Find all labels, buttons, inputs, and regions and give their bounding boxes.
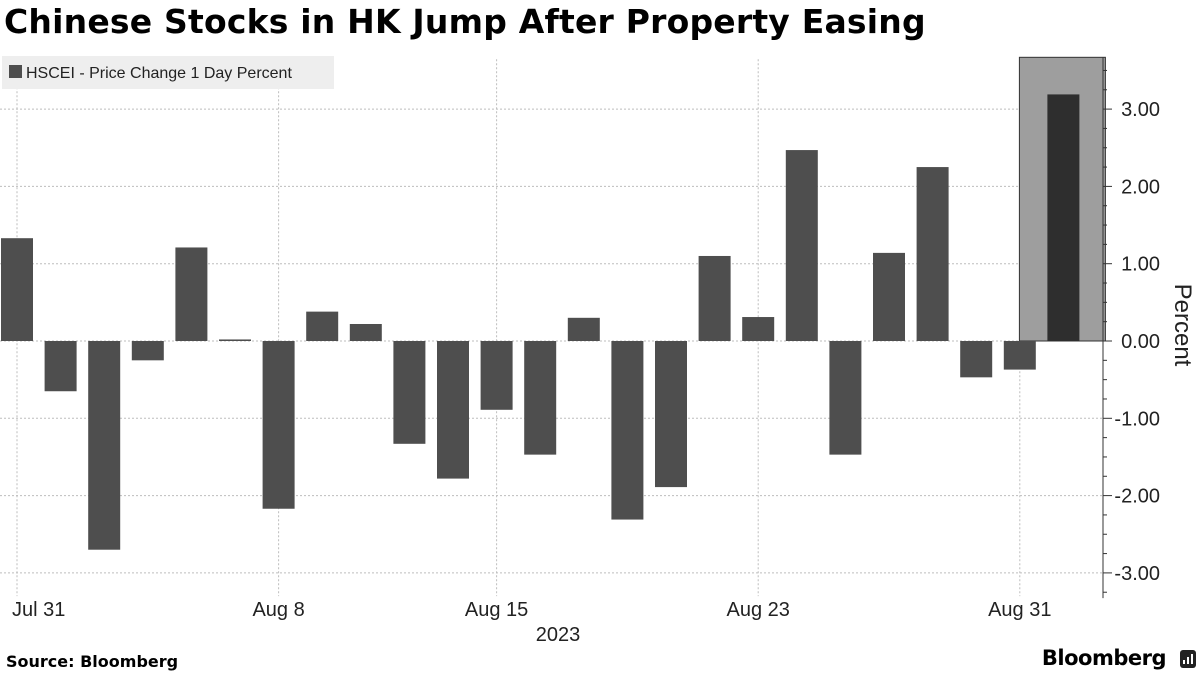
chart-title: Chinese Stocks in HK Jump After Property… [4,2,926,41]
x-axis-year-label: 2023 [536,624,581,646]
bar [393,341,426,444]
bar [524,341,557,455]
y-tick-label: 0.00 [1121,331,1160,353]
x-tick-label: Aug 8 [252,599,304,621]
bar [655,341,687,488]
x-axis: Jul 31 Aug 8 Aug 15 Aug 23 Aug 31 [12,599,1051,621]
x-tick-label: Aug 23 [727,599,790,621]
legend: HSCEI - Price Change 1 Day Percent [2,56,334,89]
y-tick-label: 2.00 [1121,176,1160,198]
bar [480,341,513,410]
bar [829,341,862,455]
legend-label: HSCEI - Price Change 1 Day Percent [26,65,292,82]
bar [960,341,993,378]
bar [698,255,731,341]
bar [219,339,251,341]
y-tick-label: 1.00 [1121,254,1160,276]
bar [131,341,164,361]
bar [44,341,77,392]
bar [349,323,382,341]
x-tick-label: Aug 31 [988,599,1051,621]
y-tick-label: 3.00 [1121,99,1160,121]
bar [916,167,949,341]
bar-highlight [1047,94,1080,342]
legend-background [2,56,334,89]
bar [437,341,469,479]
bar [873,252,905,341]
x-tick-label: Jul 31 [12,599,65,621]
bar [88,341,121,550]
bar [306,311,339,341]
bar [611,341,644,520]
y-tick-label: -2.00 [1114,486,1160,508]
y-tick-label: -3.00 [1114,563,1160,585]
source-note: Source: Bloomberg [6,652,179,671]
bar [1003,341,1036,370]
bar [567,317,600,341]
x-tick-label: Aug 15 [465,599,528,621]
bar [742,317,775,341]
brand-logo-text: Bloomberg [1041,646,1167,670]
bar [1,238,33,341]
bar-series [1,94,1080,550]
y-axis: 3.00 2.00 1.00 0.00 -1.00 -2.00 -3.00 [1102,57,1160,599]
y-axis-label: Percent [1169,284,1196,367]
bar [262,341,295,509]
bar [175,247,208,341]
legend-swatch [9,65,22,78]
bloomberg-icon [1180,650,1196,668]
bar [785,150,818,341]
y-tick-label: -1.00 [1114,408,1160,430]
